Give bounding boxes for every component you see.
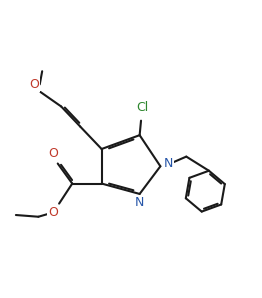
Text: O: O [29, 78, 39, 91]
Text: Cl: Cl [136, 101, 149, 114]
Text: O: O [49, 147, 58, 160]
Text: N: N [163, 157, 173, 170]
Text: O: O [48, 206, 58, 219]
Text: N: N [135, 196, 144, 209]
